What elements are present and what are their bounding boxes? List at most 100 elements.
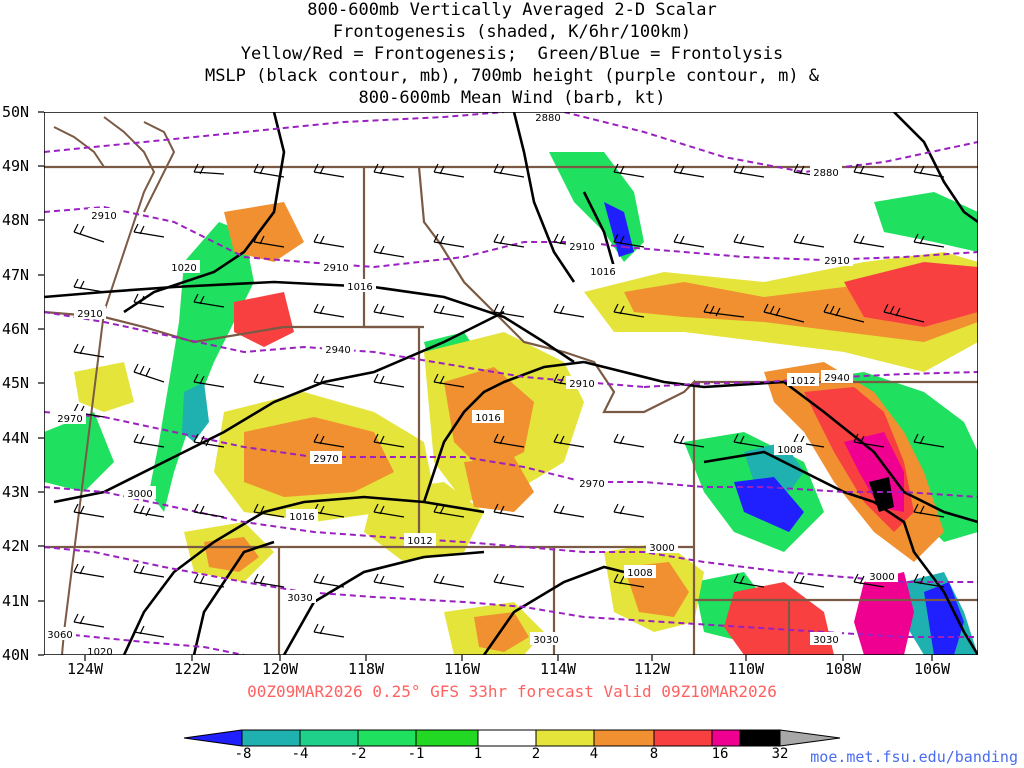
svg-text:1012: 1012 [407, 536, 432, 547]
colorbar-label: 4 [589, 746, 599, 762]
height-label: 3000 [124, 486, 156, 500]
mslp-label: 1016 [344, 279, 376, 293]
lat-label: 48N [2, 211, 30, 229]
colorbar-segment [739, 729, 781, 747]
lat-label: 50N [2, 103, 30, 121]
colorbar-segment [535, 729, 595, 747]
height-label: 3030 [810, 632, 842, 646]
mslp-label: 1020 [168, 260, 200, 274]
title-line-3: Yellow/Red = Frontogenesis; Green/Blue =… [240, 44, 784, 64]
height-label: 2940 [821, 370, 853, 384]
svg-text:1016: 1016 [289, 512, 314, 523]
svg-text:1020: 1020 [87, 647, 112, 655]
svg-text:2970: 2970 [57, 414, 82, 425]
height-label: 3030 [284, 590, 316, 604]
height-label: 2910 [566, 239, 598, 253]
lon-label: 124W [66, 660, 104, 678]
title-line-4: MSLP (black contour, mb), 700mb height (… [204, 66, 820, 86]
coastline [53, 116, 176, 655]
axis-ticks [38, 111, 933, 661]
height-label: 2880 [810, 165, 842, 179]
height-label: 2940 [322, 342, 354, 356]
svg-text:2910: 2910 [323, 263, 348, 274]
lat-label: 41N [2, 592, 30, 610]
mslp-label: 1008 [624, 565, 656, 579]
mslp-label: 1012 [787, 373, 819, 387]
svg-text:3060: 3060 [47, 630, 72, 641]
credit-link[interactable]: moe.met.fsu.edu/banding [810, 748, 1018, 766]
lon-label: 106W [913, 660, 951, 678]
forecast-valid-text: 00Z09MAR2026 0.25° GFS 33hr forecast Val… [247, 682, 777, 701]
mslp-label: 1016 [587, 264, 619, 278]
colorbar-label: -1 [407, 746, 425, 762]
svg-text:2970: 2970 [313, 454, 338, 465]
mslp-label: 1008 [774, 442, 806, 456]
lat-label: 42N [2, 537, 30, 555]
colorbar-label: -8 [234, 746, 252, 762]
mslp-label: 1012 [404, 533, 436, 547]
lat-label: 40N [2, 646, 30, 664]
colorbar-label: 32 [771, 746, 789, 762]
svg-text:3030: 3030 [813, 635, 838, 646]
colorbar-segment [183, 729, 243, 747]
svg-text:1020: 1020 [171, 263, 196, 274]
lon-label: 114W [539, 660, 577, 678]
lat-label: 45N [2, 374, 30, 392]
height-label: 2910 [566, 376, 598, 390]
mslp-label: 1016 [472, 410, 504, 424]
colorbar-segment [593, 729, 655, 747]
colorbar-label: -4 [291, 746, 309, 762]
svg-text:2880: 2880 [535, 113, 560, 124]
svg-text:2910: 2910 [77, 309, 102, 320]
title-line-2: Frontogenesis (shaded, K/6hr/100km) [332, 22, 692, 42]
colorbar-segment [241, 729, 301, 747]
height-label: 2910 [821, 253, 853, 267]
svg-text:1008: 1008 [627, 568, 652, 579]
title-line-5: 800-600mb Mean Wind (barb, kt) [358, 88, 666, 108]
svg-text:2970: 2970 [579, 479, 604, 490]
svg-text:3000: 3000 [649, 543, 674, 554]
svg-text:3000: 3000 [127, 489, 152, 500]
lon-label: 118W [347, 660, 385, 678]
svg-text:2910: 2910 [91, 211, 116, 222]
svg-text:1016: 1016 [475, 413, 500, 424]
lat-label: 44N [2, 429, 30, 447]
svg-text:2940: 2940 [325, 345, 350, 356]
height-label: 3030 [530, 632, 562, 646]
lat-label: 43N [2, 483, 30, 501]
height-label: 3000 [866, 569, 898, 583]
colorbar-label: -2 [349, 746, 367, 762]
colorbar-segment [299, 729, 359, 747]
mslp-label: 1016 [286, 509, 318, 523]
contour-labels: 1020 1016 1016 1016 1012 1012 1008 1008 … [44, 112, 898, 655]
lat-label: 46N [2, 320, 30, 338]
height-label: 2880 [532, 112, 564, 124]
svg-text:1012: 1012 [790, 376, 815, 387]
svg-text:1016: 1016 [590, 267, 615, 278]
svg-text:3000: 3000 [869, 572, 894, 583]
svg-text:1016: 1016 [347, 282, 372, 293]
lon-label: 122W [173, 660, 211, 678]
colorbar-segment [779, 729, 841, 747]
colorbar-label: 8 [649, 746, 659, 762]
title-line-1: 800-600mb Vertically Averaged 2-D Scalar [307, 0, 717, 20]
svg-text:2880: 2880 [813, 168, 838, 179]
colorbar-segment [357, 729, 417, 747]
colorbar-segment [653, 729, 713, 747]
svg-text:2910: 2910 [569, 242, 594, 253]
colorbar-label: 16 [711, 746, 729, 762]
mslp-contours [44, 112, 978, 655]
height-label: 2910 [74, 306, 106, 320]
svg-text:2910: 2910 [824, 256, 849, 267]
frontogenesis-map: 1020 1016 1016 1016 1012 1012 1008 1008 … [44, 112, 978, 655]
height-label: 2970 [576, 476, 608, 490]
height-label: 2970 [310, 451, 342, 465]
height-label: 3060 [44, 627, 76, 641]
lat-label: 47N [2, 266, 30, 284]
lon-label: 112W [633, 660, 671, 678]
wind-barbs [73, 163, 945, 638]
colorbar-label: 1 [473, 746, 483, 762]
svg-text:3030: 3030 [287, 593, 312, 604]
lon-label: 120W [261, 660, 299, 678]
lon-label: 116W [443, 660, 481, 678]
